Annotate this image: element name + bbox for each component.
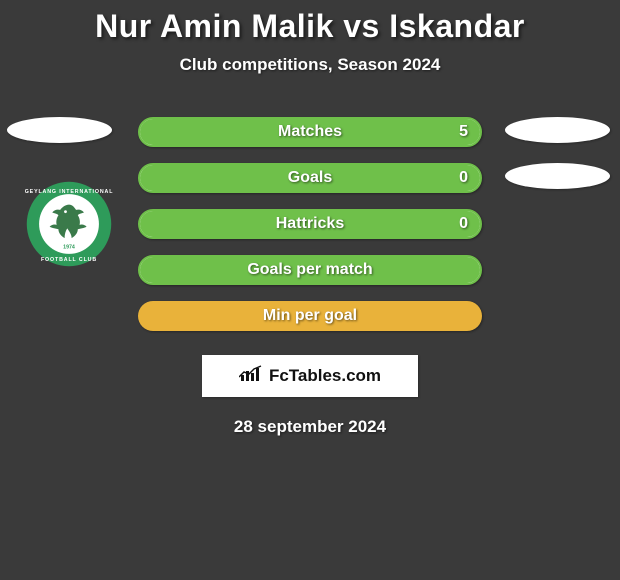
svg-text:FOOTBALL CLUB: FOOTBALL CLUB xyxy=(41,257,97,263)
stat-label: Hattricks xyxy=(276,215,344,233)
bar-chart-icon xyxy=(239,365,263,388)
stat-label: Min per goal xyxy=(263,307,357,325)
stat-value: 0 xyxy=(459,215,468,233)
stat-label: Matches xyxy=(278,123,342,141)
right-player-oval xyxy=(505,117,610,143)
stat-bar: Hattricks 0 xyxy=(138,209,482,239)
stat-label: Goals per match xyxy=(247,261,372,279)
stat-value: 5 xyxy=(459,123,468,141)
stat-bar: Min per goal xyxy=(138,301,482,331)
date-label: 28 september 2024 xyxy=(0,417,620,437)
subtitle: Club competitions, Season 2024 xyxy=(0,55,620,75)
stat-label: Goals xyxy=(288,169,332,187)
svg-text:GEYLANG INTERNATIONAL: GEYLANG INTERNATIONAL xyxy=(25,189,113,195)
club-badge-icon: GEYLANG INTERNATIONAL FOOTBALL CLUB 1974 xyxy=(25,180,113,268)
stat-bar: Goals 0 xyxy=(138,163,482,193)
right-player-oval xyxy=(505,163,610,189)
fctables-label: FcTables.com xyxy=(269,366,381,386)
stat-bar: Matches 5 xyxy=(138,117,482,147)
stat-value: 0 xyxy=(459,169,468,187)
stat-bar: Goals per match xyxy=(138,255,482,285)
fctables-badge: FcTables.com xyxy=(202,355,418,397)
svg-text:1974: 1974 xyxy=(63,245,75,251)
left-player-oval xyxy=(7,117,112,143)
stat-row: Matches 5 xyxy=(0,117,620,163)
page-title: Nur Amin Malik vs Iskandar xyxy=(0,8,620,45)
stat-row: Min per goal xyxy=(0,301,620,347)
